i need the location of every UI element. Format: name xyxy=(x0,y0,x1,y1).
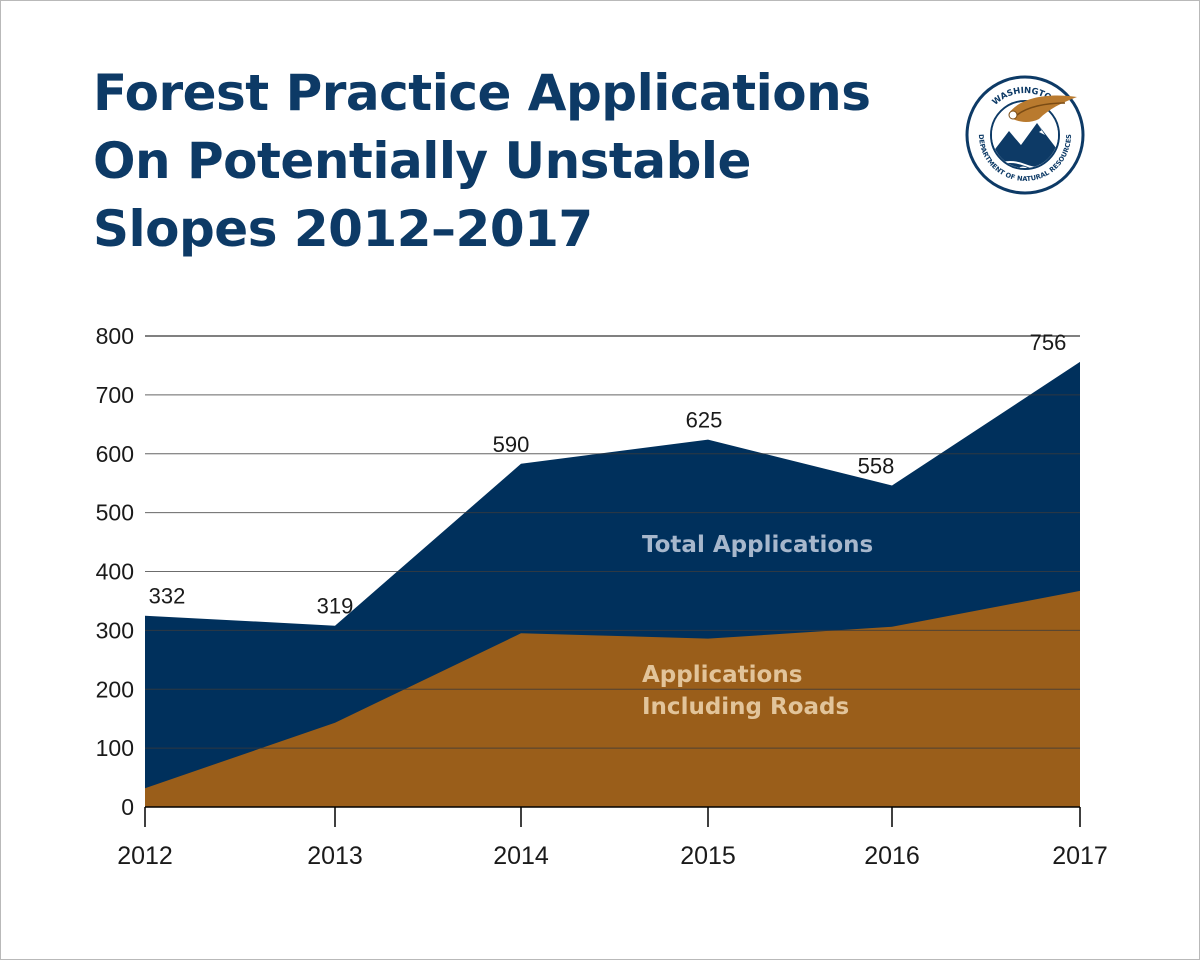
chart-areas xyxy=(145,361,1080,807)
data-label-2013: 319 xyxy=(317,594,354,619)
x-tick-label-2012: 2012 xyxy=(117,842,173,870)
series-label-roads-line-1: Applications xyxy=(642,662,802,688)
y-tick-label-800: 800 xyxy=(96,323,134,349)
data-label-2014: 590 xyxy=(493,432,530,457)
y-tick-label-500: 500 xyxy=(96,500,134,526)
y-tick-label-100: 100 xyxy=(96,735,134,761)
washington-dnr-seal-icon: WASHINGTON DEPARTMENT OF NATURAL RESOURC… xyxy=(965,75,1085,195)
chart-gridlines xyxy=(145,335,1080,749)
x-tick-label-2016: 2016 xyxy=(864,842,920,870)
y-tick-label-400: 400 xyxy=(96,559,134,585)
title-line-2: On Potentially Unstable xyxy=(93,132,751,190)
y-tick-label-700: 700 xyxy=(96,382,134,408)
x-tick-label-2017: 2017 xyxy=(1052,842,1108,870)
data-label-2012: 332 xyxy=(149,584,186,609)
title-line-1: Forest Practice Applications xyxy=(93,64,871,122)
x-axis-tick-labels: 2012 2013 2014 2015 2016 2017 xyxy=(117,842,1108,870)
y-axis-tick-labels: 0 100 200 300 400 500 600 700 800 xyxy=(96,323,134,820)
y-tick-label-0: 0 xyxy=(121,794,134,820)
data-label-2015: 625 xyxy=(686,408,723,433)
title-line-3: Slopes 2012–2017 xyxy=(93,200,593,258)
series-label-total-applications: Total Applications xyxy=(642,532,873,558)
x-tick-label-2013: 2013 xyxy=(307,842,363,870)
chart-axes xyxy=(144,806,1081,827)
x-tick-label-2015: 2015 xyxy=(680,842,736,870)
area-applications-including-roads xyxy=(145,590,1080,807)
page-title: Forest Practice Applications On Potentia… xyxy=(93,59,913,263)
data-label-2016: 558 xyxy=(858,454,895,479)
y-tick-label-600: 600 xyxy=(96,441,134,467)
series-label-roads-line-2: Including Roads xyxy=(642,694,849,720)
data-label-2017: 756 xyxy=(1030,330,1067,355)
y-tick-label-300: 300 xyxy=(96,617,134,643)
series-label-applications-including-roads: Applications Including Roads xyxy=(642,662,849,720)
y-tick-label-200: 200 xyxy=(96,676,134,702)
data-labels: 332 319 590 625 558 756 xyxy=(149,330,1067,619)
series-labels: Total Applications Applications Includin… xyxy=(642,532,873,720)
x-tick-label-2014: 2014 xyxy=(493,842,549,870)
